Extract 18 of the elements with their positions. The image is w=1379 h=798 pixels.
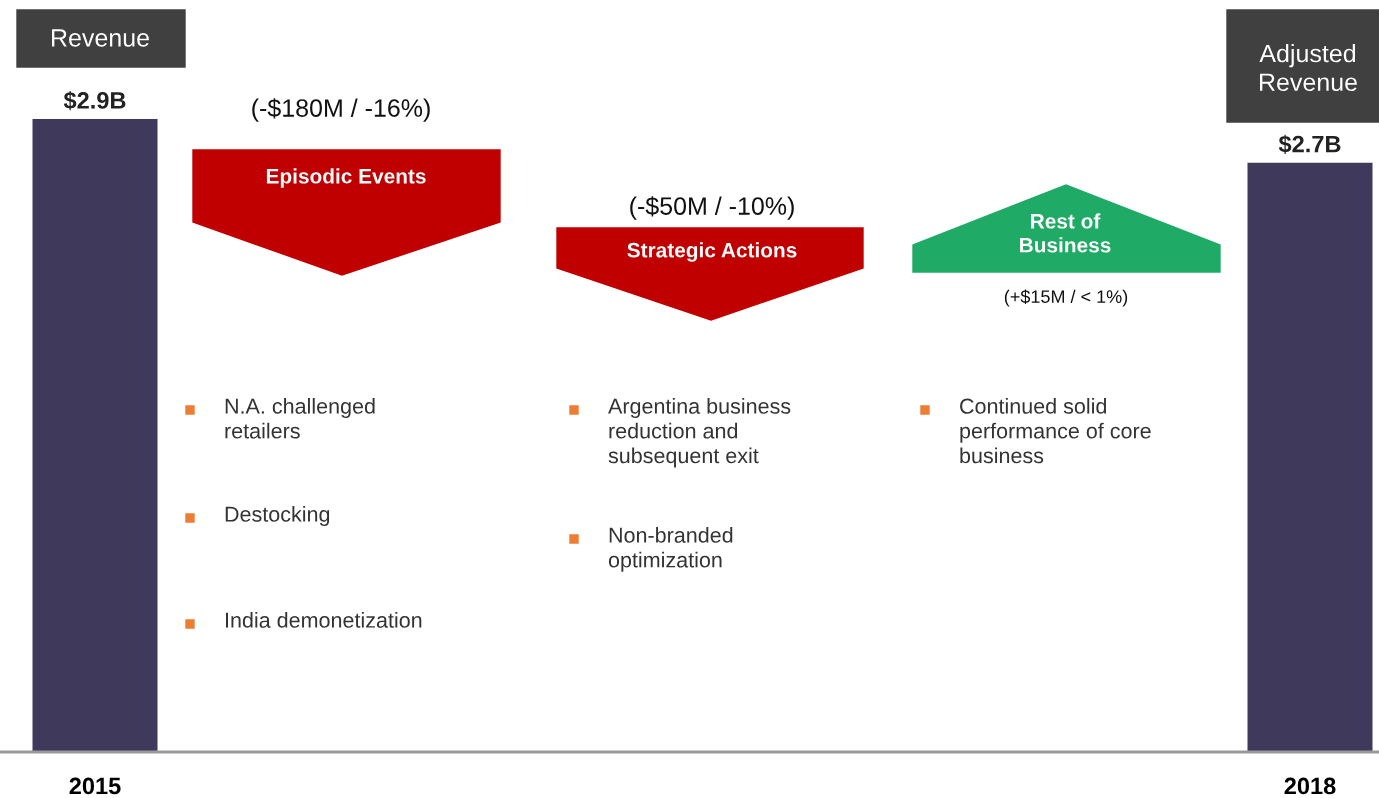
annotation: Strategic Actions (627, 242, 797, 262)
annotation: Continued solid performance of core business (960, 398, 1151, 464)
annotation: Destocking (225, 506, 330, 527)
annotation: (-$180M / -16%) (252, 98, 430, 122)
annotation: Argentina business reduction and subsequent exit (608, 398, 791, 468)
x-tick-label: 2015 (69, 777, 121, 795)
data-label: $2.7B (1278, 134, 1341, 154)
x-tick-label: 2018 (1284, 777, 1336, 795)
data-label: $2.9B (63, 91, 126, 111)
text: Revenue (52, 29, 149, 47)
annotation: Episodic Events (266, 168, 426, 188)
annotation: (+$15M / < 1%) (1004, 289, 1128, 307)
text: Adjusted Revenue (1259, 43, 1357, 92)
annotation: (-$50M / -10%) (630, 196, 794, 220)
annotation: Rest of Business (1020, 213, 1111, 253)
annotation: N.A. challenged retailers (225, 398, 375, 439)
annotation: Non-branded optimization (608, 527, 733, 572)
annotation: India demonetization (225, 612, 422, 628)
